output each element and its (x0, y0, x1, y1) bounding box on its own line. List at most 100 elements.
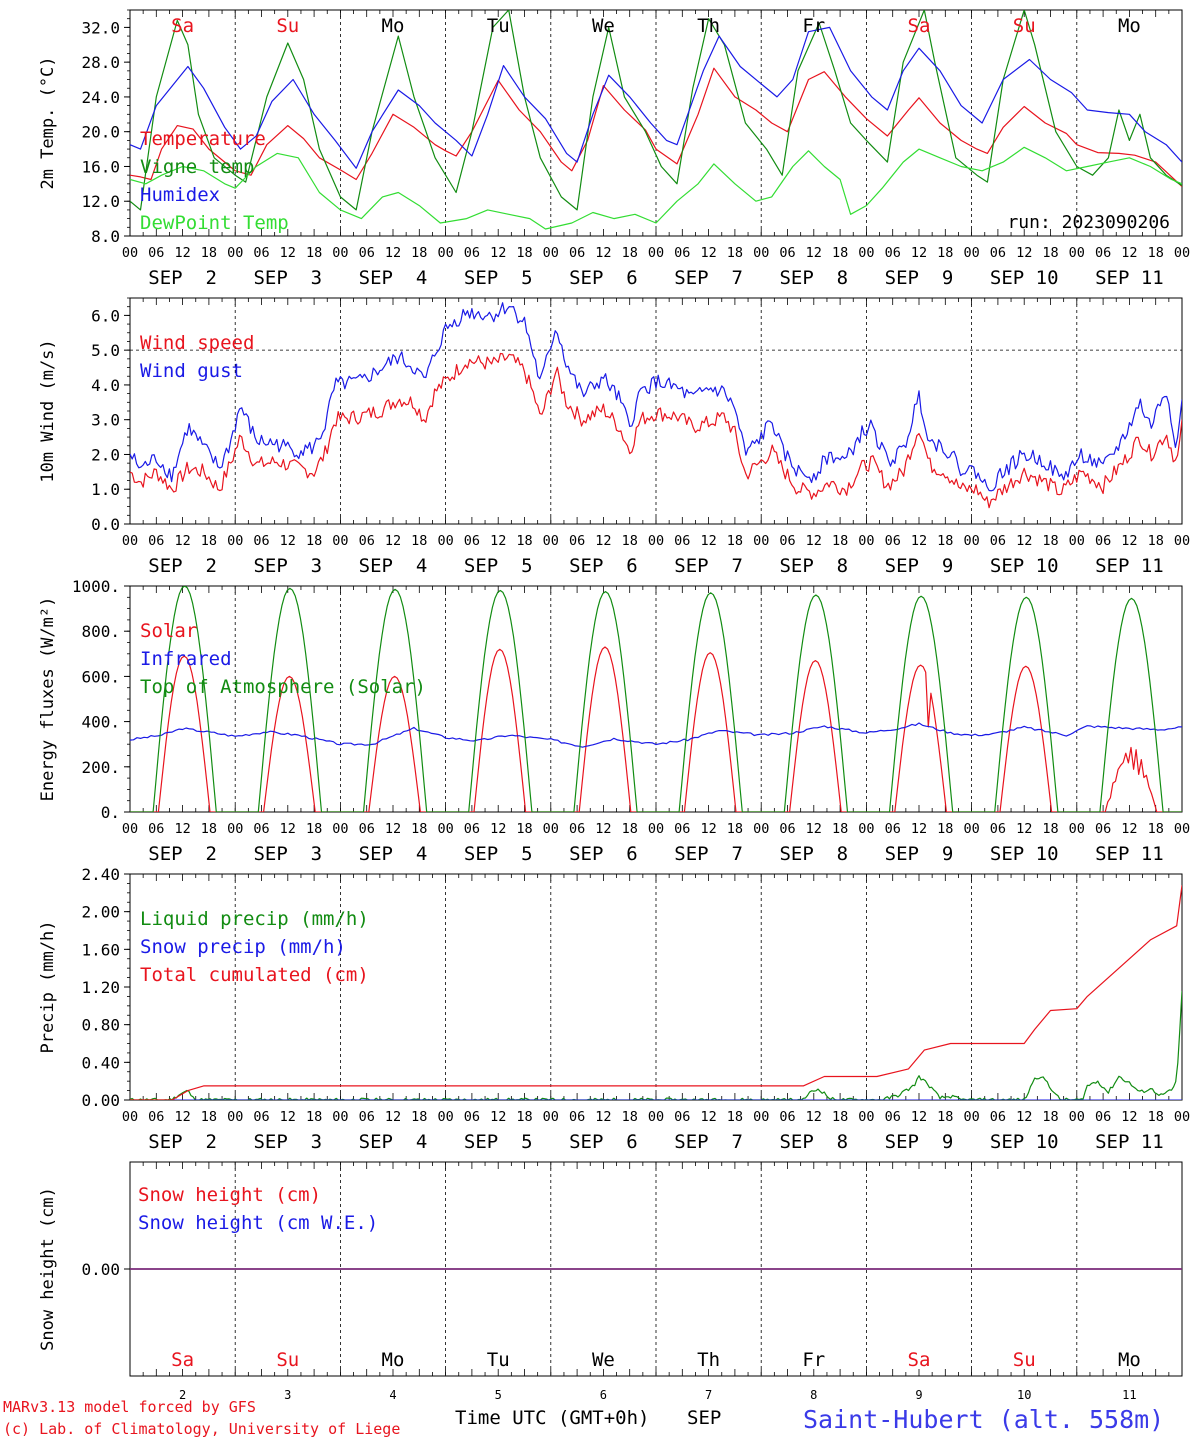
hour-label: 18 (622, 821, 638, 837)
hour-label: 00 (1069, 245, 1085, 261)
hour-label: 12 (174, 245, 190, 261)
y-tick-label: 6.0 (91, 306, 120, 325)
hour-label: 12 (385, 533, 401, 549)
hour-label: 00 (858, 1109, 874, 1125)
weekday-label: Su (1013, 15, 1036, 37)
date-label: SEP 10 (990, 555, 1059, 577)
hour-label: 18 (201, 821, 217, 837)
hour-label: 18 (201, 1109, 217, 1125)
station-label: Saint-Hubert (alt. 558m) (803, 1405, 1164, 1434)
legend-entry: DewPoint Temp (140, 212, 289, 234)
y-tick-label: 2.0 (91, 445, 120, 464)
weekday-label: Mo (382, 1349, 405, 1371)
day-number: 8 (810, 1388, 817, 1402)
y-tick-label: 20.0 (81, 123, 120, 142)
hour-label: 12 (595, 245, 611, 261)
day-number: 11 (1122, 1388, 1136, 1402)
hour-label: 18 (832, 533, 848, 549)
hour-label: 00 (963, 821, 979, 837)
hour-label: 18 (411, 1109, 427, 1125)
hour-label: 06 (148, 245, 164, 261)
y-tick-label: 1000. (72, 577, 120, 596)
weekday-label: Fr (802, 1349, 825, 1371)
day-number: 3 (284, 1388, 291, 1402)
hour-label: 18 (1148, 1109, 1164, 1125)
hour-label: 18 (832, 245, 848, 261)
date-label: SEP 4 (359, 555, 428, 577)
hour-label: 12 (174, 821, 190, 837)
hour-label: 12 (385, 1109, 401, 1125)
hour-label: 00 (227, 533, 243, 549)
date-label: SEP 5 (464, 1131, 533, 1153)
hour-label: 00 (648, 821, 664, 837)
footer-model: MARv3.13 model forced by GFS (3, 1398, 256, 1416)
hour-label: 12 (700, 533, 716, 549)
y-tick-label: 800. (81, 622, 120, 641)
hour-label: 00 (122, 245, 138, 261)
weekday-label: Mo (382, 15, 405, 37)
hour-label: 06 (253, 821, 269, 837)
y-tick-label: 2.00 (81, 903, 120, 922)
day-number: 10 (1017, 1388, 1031, 1402)
hour-label: 06 (569, 533, 585, 549)
legend-entry: Snow height (cm W.E.) (138, 1212, 378, 1234)
hour-label: 12 (1016, 245, 1032, 261)
legend-entry: Snow height (cm) (138, 1184, 321, 1206)
hour-label: 00 (227, 1109, 243, 1125)
hour-label: 06 (569, 821, 585, 837)
y-tick-label: 16.0 (81, 157, 120, 176)
hour-label: 18 (411, 533, 427, 549)
hour-label: 18 (411, 245, 427, 261)
weekday-label: Tu (487, 1349, 510, 1371)
footer-month: SEP (687, 1407, 721, 1429)
y-tick-label: 400. (81, 713, 120, 732)
date-label: SEP 10 (990, 267, 1059, 289)
hour-label: 00 (543, 821, 559, 837)
series-line (130, 146, 1182, 230)
hour-label: 18 (201, 245, 217, 261)
hour-label: 06 (1095, 533, 1111, 549)
hour-label: 12 (280, 821, 296, 837)
weekday-label: Su (276, 1349, 299, 1371)
day-number: 6 (600, 1388, 607, 1402)
hour-label: 18 (1148, 821, 1164, 837)
hour-label: 18 (937, 245, 953, 261)
day-number: 2 (179, 1388, 186, 1402)
hour-label: 12 (1016, 1109, 1032, 1125)
date-label: SEP 6 (569, 843, 638, 865)
hour-label: 12 (1016, 821, 1032, 837)
hour-label: 06 (569, 1109, 585, 1125)
hour-label: 06 (885, 821, 901, 837)
y-tick-label: 1.0 (91, 480, 120, 499)
hour-label: 00 (1069, 821, 1085, 837)
hour-label: 06 (148, 533, 164, 549)
date-label: SEP 9 (885, 843, 954, 865)
series-line (130, 586, 1182, 812)
hour-label: 06 (674, 821, 690, 837)
date-label: SEP 11 (1095, 843, 1164, 865)
hour-label: 00 (1069, 1109, 1085, 1125)
hour-label: 00 (227, 821, 243, 837)
legend-entry: Solar (140, 620, 197, 642)
hour-label: 00 (963, 245, 979, 261)
panel-3: 0. 200. 400. 600. 800. 1000. Energy fluxes (W/… (38, 577, 1190, 865)
y-tick-label: 0. (101, 803, 120, 822)
date-label: SEP 11 (1095, 1131, 1164, 1153)
hour-label: 06 (1095, 245, 1111, 261)
series-line (130, 26, 1182, 169)
y-tick-label: 2.40 (81, 865, 120, 884)
y-tick-label: 0.00 (81, 1260, 120, 1279)
hour-label: 12 (700, 1109, 716, 1125)
date-label: SEP 3 (253, 1131, 322, 1153)
hour-label: 12 (1121, 533, 1137, 549)
hour-label: 12 (1121, 245, 1137, 261)
date-label: SEP 3 (253, 555, 322, 577)
hour-label: 00 (332, 533, 348, 549)
hour-label: 12 (490, 533, 506, 549)
hour-label: 06 (1095, 1109, 1111, 1125)
hour-label: 06 (569, 245, 585, 261)
hour-label: 00 (963, 1109, 979, 1125)
hour-label: 18 (727, 821, 743, 837)
date-label: SEP 2 (148, 843, 217, 865)
hour-label: 06 (990, 245, 1006, 261)
